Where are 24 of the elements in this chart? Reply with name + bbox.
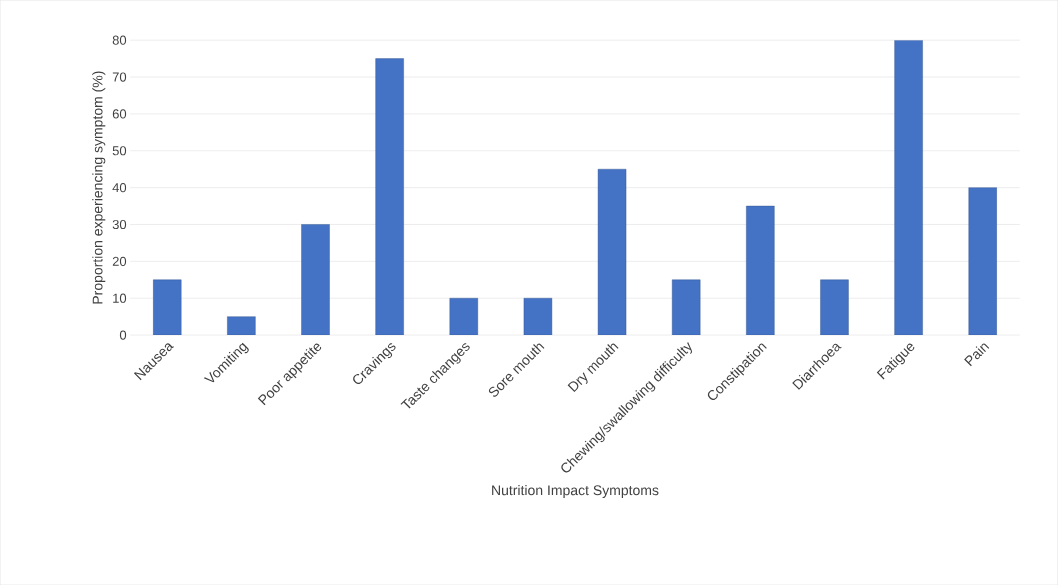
bar <box>820 279 849 335</box>
bar <box>894 40 923 335</box>
bar <box>153 279 182 335</box>
y-tick-label: 30 <box>112 219 127 229</box>
bar <box>746 205 775 335</box>
bar <box>301 224 330 335</box>
bar <box>672 279 701 335</box>
y-tick-label: 60 <box>112 109 127 119</box>
bar <box>227 316 256 335</box>
y-tick-label: 70 <box>112 72 127 82</box>
x-tick-label: Pain <box>964 343 990 367</box>
y-tick-label: 40 <box>112 182 127 193</box>
bar <box>968 187 997 335</box>
bar <box>449 297 478 335</box>
bar <box>597 168 627 335</box>
y-tick-label: 50 <box>112 146 127 156</box>
bar <box>375 58 404 335</box>
y-tick-label: 10 <box>113 293 127 303</box>
y-axis-title: Proportion experiencing symptom (%) <box>92 71 106 304</box>
bar <box>523 297 553 335</box>
y-tick-label: 0 <box>119 330 127 340</box>
y-tick-label: 20 <box>112 256 127 266</box>
y-tick-label: 80 <box>112 35 127 45</box>
x-axis-title: Nutrition Impact Symptoms <box>492 484 659 498</box>
